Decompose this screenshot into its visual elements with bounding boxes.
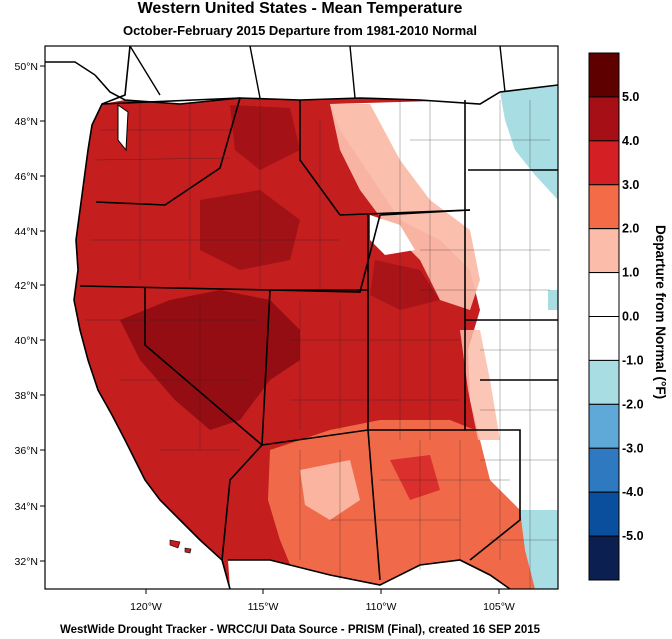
lon-tick-label: 115°W (248, 601, 279, 613)
longitude-axis: 120°W 115°W 110°W 105°W (130, 589, 515, 613)
colorbar-swatch (588, 140, 620, 186)
canada-border (94, 74, 558, 105)
map-footer: WestWide Drought Tracker - WRCC/UI Data … (59, 624, 541, 636)
county-boundaries (85, 100, 558, 589)
pacific-ocean (45, 46, 230, 589)
colorbar-label: -1.0 (622, 353, 644, 367)
colorbar-label: 5.0 (622, 90, 639, 104)
lat-tick-label: 34°N (15, 501, 38, 513)
map-area (45, 46, 558, 589)
colorbar-swatch (588, 52, 620, 98)
state-boundaries (79, 97, 558, 581)
colorbar-label: -4.0 (622, 485, 644, 499)
colorbar-label: 3.0 (622, 178, 639, 192)
canada-area (45, 46, 558, 104)
lon-tick-label: 105°W (483, 601, 515, 613)
lon-tick-label: 120°W (130, 601, 162, 613)
lat-tick-label: 32°N (15, 556, 38, 568)
lat-tick-label: 48°N (15, 116, 38, 128)
lat-tick-label: 38°N (15, 390, 38, 402)
colorbar-swatch (588, 272, 620, 318)
lat-tick-label: 46°N (15, 171, 38, 183)
colorbar-swatch (588, 228, 620, 274)
lat-tick-label: 50°N (15, 61, 38, 73)
colorbar-labels: 5.0 4.0 3.0 2.0 1.0 0.0 -1.0 -2.0 -3.0 -4.0 -5.0 (622, 90, 644, 543)
lat-tick-label: 40°N (15, 335, 38, 347)
map-subtitle: October-February 2015 Departure from 198… (122, 23, 478, 38)
map-frame (44, 45, 559, 590)
latitude-axis: 50°N 48°N 46°N 44°N 42°N 40°N 38°N 36°N 34°N 32°N (15, 61, 45, 568)
colorbar-label: -3.0 (622, 441, 644, 455)
colorbar-label: 2.0 (622, 222, 639, 236)
cool-anomaly-northeast (500, 85, 558, 200)
colorbar-swatch (588, 359, 620, 405)
colorbar-label: 1.0 (622, 266, 639, 280)
colorbar-label: -2.0 (622, 397, 644, 411)
colorbar-label: -5.0 (622, 529, 644, 543)
near-normal-plains (330, 98, 558, 520)
colorbar-swatch (588, 447, 620, 493)
colorbar-swatch (588, 491, 620, 537)
colorbar-swatch (588, 96, 620, 142)
darkest-anomaly-region (120, 290, 300, 430)
lat-tick-label: 36°N (15, 445, 38, 457)
map-title: Western United States - Mean Temperature (137, 0, 463, 17)
colorbar-swatch (588, 184, 620, 230)
colorbar-swatch (588, 403, 620, 449)
colorbar-swatch (588, 535, 620, 581)
coastline (73, 46, 231, 589)
colorbar-swatch (588, 316, 620, 361)
mexico-border (228, 559, 511, 589)
colorbar-title: Departure from Normal (°F) (653, 225, 668, 399)
colorbar (588, 52, 620, 581)
lat-tick-label: 44°N (15, 226, 38, 238)
colorbar-label: 0.0 (622, 310, 639, 324)
lon-tick-label: 110°W (366, 601, 397, 613)
colorbar-label: 4.0 (622, 134, 639, 148)
lat-tick-label: 42°N (15, 280, 38, 292)
